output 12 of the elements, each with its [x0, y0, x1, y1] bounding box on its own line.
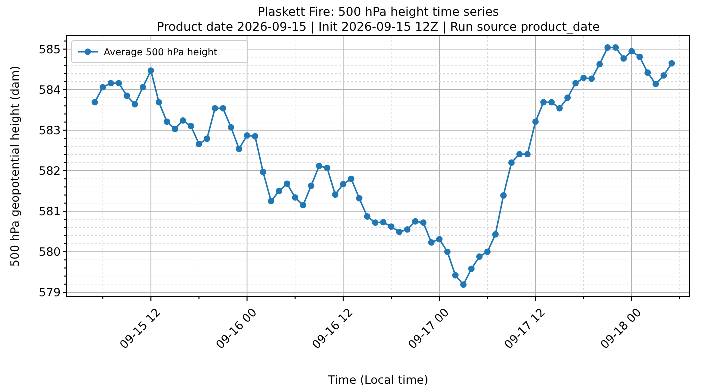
x-axis-title: Time (Local time) — [327, 373, 429, 387]
y-tick-label: 582 — [39, 164, 61, 178]
y-tick-label: 581 — [39, 204, 61, 219]
chart-subtitle: Product date 2026-09-15 | Init 2026-09-15 12Z | Run source product_date — [156, 20, 600, 34]
y-tick-label: 583 — [39, 123, 61, 138]
y-tick-label: 580 — [39, 245, 61, 260]
chart-title: Plaskett Fire: 500 hPa height time series — [258, 5, 500, 19]
y-tick-label: 585 — [39, 42, 61, 56]
legend-label: Average 500 hPa height — [104, 47, 218, 58]
y-tick-label: 584 — [39, 82, 61, 97]
y-axis-title: 500 hPa geopotential height (dam) — [8, 66, 22, 268]
y-tick-label: 579 — [39, 286, 61, 300]
